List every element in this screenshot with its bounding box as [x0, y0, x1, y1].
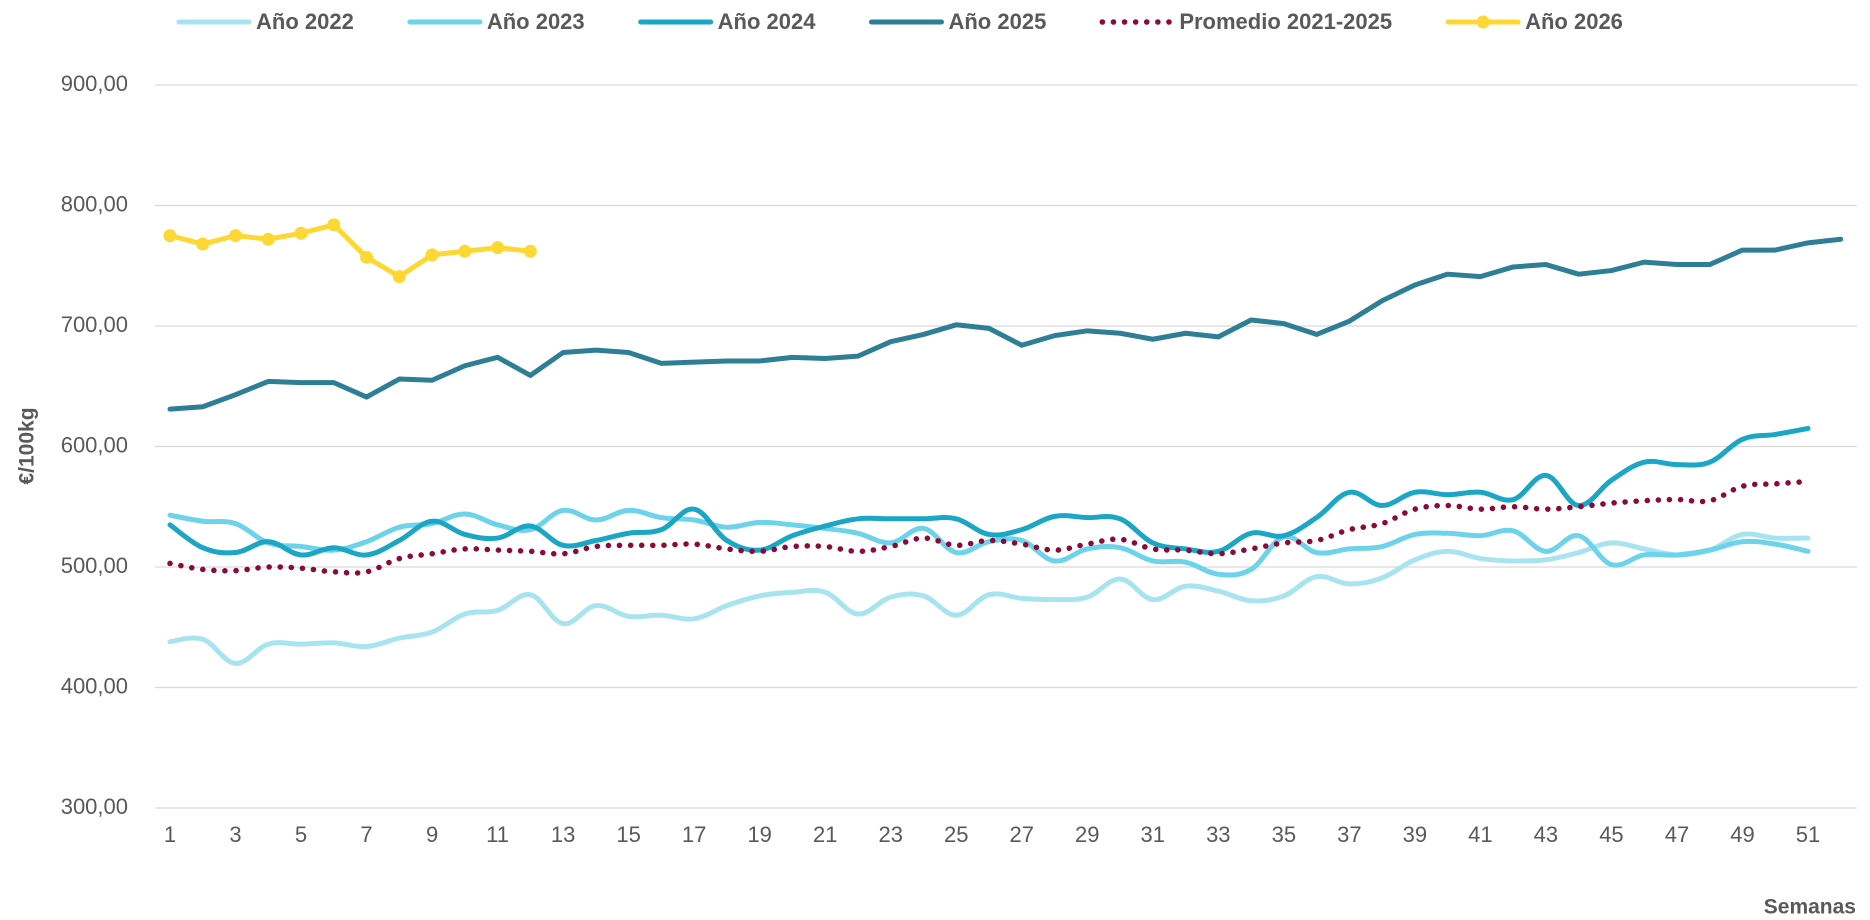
x-tick-label: 3	[229, 822, 241, 847]
x-tick-label: 21	[813, 822, 837, 847]
data-point	[360, 250, 374, 264]
x-tick-label: 17	[682, 822, 706, 847]
x-tick-label: 37	[1337, 822, 1361, 847]
x-tick-label: 43	[1534, 822, 1558, 847]
legend-item: Año 2022	[176, 9, 354, 34]
series-line	[167, 507, 1811, 578]
x-tick-label: 7	[360, 822, 372, 847]
legend-label: Año 2024	[718, 9, 817, 34]
x-axis-title: Semanas	[1764, 896, 1856, 919]
y-tick-label: 700,00	[61, 312, 128, 337]
legend-item: Promedio 2021-2025	[1099, 9, 1392, 34]
legend-label: Año 2023	[487, 9, 585, 34]
series-line	[167, 531, 1811, 666]
x-tick-label: 27	[1010, 822, 1034, 847]
x-tick-label: 47	[1665, 822, 1689, 847]
data-point	[392, 270, 406, 284]
x-tick-label: 29	[1075, 822, 1099, 847]
data-point	[163, 229, 177, 243]
legend-label: Año 2022	[256, 9, 354, 34]
data-point	[294, 226, 308, 240]
x-tick-label: 51	[1796, 822, 1820, 847]
data-point	[425, 248, 439, 262]
legend-item: Año 2025	[868, 9, 1046, 34]
x-tick-label: 9	[426, 822, 438, 847]
x-tick-label: 49	[1730, 822, 1754, 847]
x-tick-label: 41	[1468, 822, 1492, 847]
legend-label: Año 2026	[1525, 9, 1623, 34]
series-line	[167, 425, 1811, 558]
data-point	[196, 237, 210, 251]
x-tick-label: 35	[1272, 822, 1296, 847]
data-point	[458, 244, 472, 258]
y-tick-label: 900,00	[61, 71, 128, 96]
x-tick-label: 5	[295, 822, 307, 847]
y-tick-label: 400,00	[61, 673, 128, 698]
x-tick-label: 39	[1403, 822, 1427, 847]
y-tick-label: 300,00	[61, 794, 128, 819]
x-tick-label: 45	[1599, 822, 1623, 847]
data-point	[261, 232, 275, 246]
y-tick-label: 800,00	[61, 191, 128, 216]
series-line	[167, 236, 1844, 412]
data-point	[491, 241, 505, 255]
x-tick-label: 11	[486, 822, 509, 847]
y-tick-label: 500,00	[61, 553, 128, 578]
x-tick-label: 23	[878, 822, 902, 847]
x-tick-label: 1	[164, 822, 176, 847]
x-tick-label: 19	[747, 822, 771, 847]
legend-item: Año 2026	[1445, 9, 1623, 34]
x-tick-label: 13	[551, 822, 575, 847]
legend-label: Promedio 2021-2025	[1179, 9, 1392, 34]
x-tick-label: 15	[616, 822, 640, 847]
x-tick-label: 33	[1206, 822, 1230, 847]
x-tick-label: 25	[944, 822, 968, 847]
data-point	[327, 218, 341, 232]
y-axis-title: €/100kg	[16, 407, 39, 484]
legend-label: Año 2025	[948, 9, 1046, 34]
y-tick-label: 600,00	[61, 432, 128, 457]
x-tick-label: 31	[1141, 822, 1165, 847]
series-line	[167, 478, 1811, 576]
legend-item: Año 2023	[407, 9, 585, 34]
data-point	[229, 229, 243, 243]
legend-marker	[1476, 15, 1490, 29]
legend-item: Año 2024	[638, 9, 817, 34]
series-line	[167, 222, 533, 280]
data-point	[523, 244, 537, 258]
